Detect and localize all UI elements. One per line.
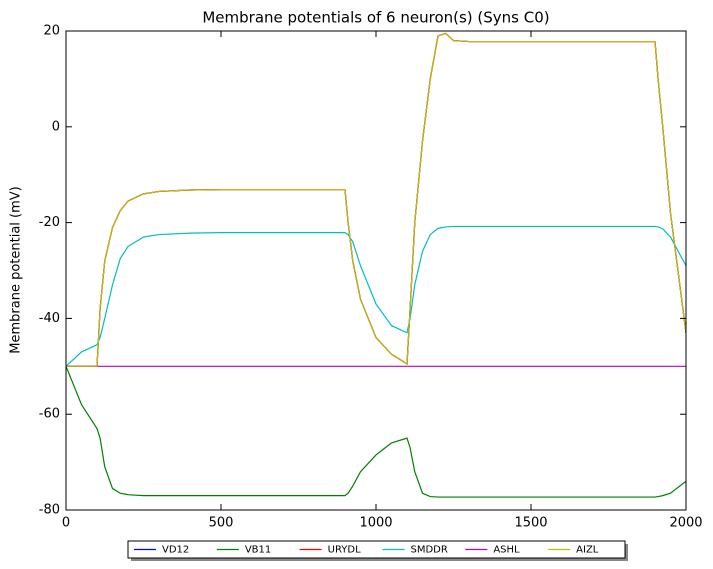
y-tick-label: -60 xyxy=(39,407,60,422)
series-line xyxy=(66,32,686,367)
chart-title: Membrane potentials of 6 neuron(s) (Syns… xyxy=(202,9,549,27)
legend-label: VB11 xyxy=(245,545,271,556)
series-line xyxy=(66,32,686,367)
legend: VD12 VB11 URYDL SMDDR ASHL AIZL xyxy=(127,540,628,561)
series-line xyxy=(66,366,686,498)
y-tick-label: -20 xyxy=(39,215,60,230)
x-tick-label: 500 xyxy=(209,516,234,531)
x-tick-label: 2000 xyxy=(669,516,702,531)
plot-frame xyxy=(65,30,687,511)
x-tick-label: 1000 xyxy=(359,516,392,531)
legend-box xyxy=(127,540,626,559)
legend-label: ASHL xyxy=(493,545,520,556)
x-tick-label: 0 xyxy=(62,516,70,531)
legend-label: AIZL xyxy=(576,545,599,556)
y-tick-label: 0 xyxy=(52,119,60,134)
y-tick-label: -40 xyxy=(39,311,60,326)
y-tick-label: 20 xyxy=(43,24,60,39)
y-axis-label: Membrane potential (mV) xyxy=(9,186,24,353)
series-line xyxy=(66,32,686,367)
series-line xyxy=(66,225,686,367)
legend-label: URYDL xyxy=(328,545,361,556)
legend-label: VD12 xyxy=(162,545,189,556)
legend-label: SMDDR xyxy=(411,545,448,556)
x-tick-label: 1500 xyxy=(514,516,547,531)
y-tick-label: -80 xyxy=(39,503,60,518)
